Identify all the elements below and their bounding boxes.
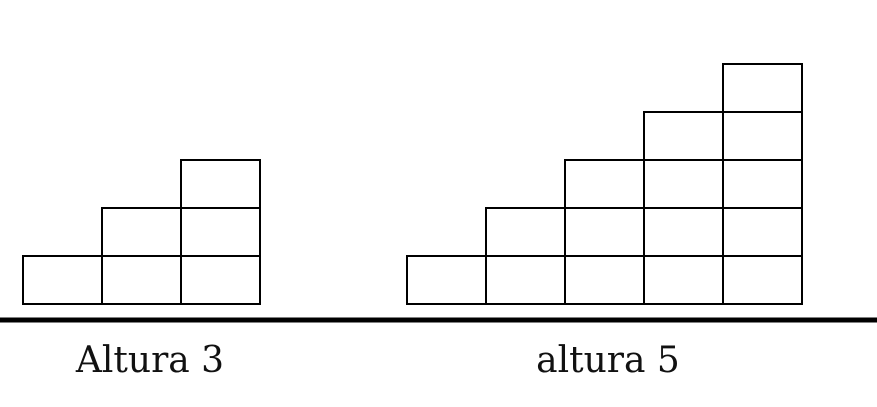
stair-cell	[180, 207, 261, 257]
stair-cell	[564, 255, 645, 305]
stair-cell	[722, 159, 803, 209]
staircase-altura-5	[406, 63, 803, 305]
stair-cell	[643, 111, 724, 161]
stair-cell	[406, 255, 487, 305]
stair-cell	[722, 207, 803, 257]
stair-cell	[485, 207, 566, 257]
stair-cell	[101, 207, 182, 257]
staircase-label-right: altura 5	[536, 340, 680, 381]
stair-cell	[101, 255, 182, 305]
stair-cell	[22, 255, 103, 305]
stair-cell	[722, 63, 803, 113]
stair-cell	[180, 159, 261, 209]
stair-cell	[643, 159, 724, 209]
stair-cell	[722, 255, 803, 305]
stair-cell	[485, 255, 566, 305]
stair-cell	[722, 111, 803, 161]
stair-cell	[180, 255, 261, 305]
stair-cell	[564, 159, 645, 209]
staircase-label-left: Altura 3	[75, 340, 224, 381]
stair-cell	[643, 255, 724, 305]
staircase-altura-3	[22, 159, 261, 305]
stair-cell	[643, 207, 724, 257]
stair-cell	[564, 207, 645, 257]
